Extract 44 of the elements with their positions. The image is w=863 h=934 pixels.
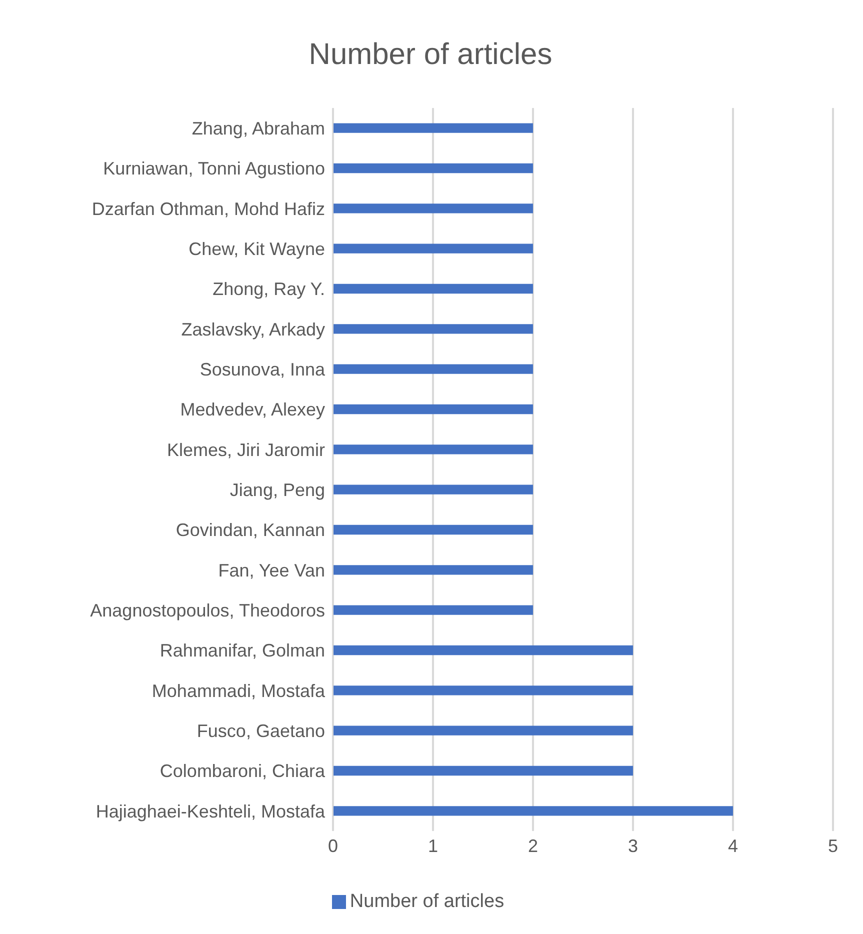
x-tick-label: 5	[828, 836, 838, 856]
bar	[333, 244, 533, 254]
y-tick-label: Anagnostopoulos, Theodoros	[90, 600, 325, 620]
y-tick-label: Zhang, Abraham	[192, 118, 325, 138]
bar	[333, 284, 533, 294]
x-tick-label: 0	[328, 836, 338, 856]
bar	[333, 364, 533, 374]
bar	[333, 806, 733, 816]
bar	[333, 324, 533, 334]
bar	[333, 605, 533, 615]
y-tick-label: Hajiaghaei-Keshteli, Mostafa	[96, 801, 326, 822]
legend-label: Number of articles	[350, 891, 504, 912]
x-tick-label: 3	[628, 836, 638, 856]
y-tick-label: Rahmanifar, Golman	[160, 640, 325, 661]
bar	[333, 645, 633, 656]
y-tick-label: Fusco, Gaetano	[196, 720, 325, 741]
x-tick-label: 4	[728, 836, 738, 856]
y-tick-label: Govindan, Kannan	[176, 520, 325, 540]
y-tick-label: Sosunova, Inna	[200, 359, 326, 380]
x-tick-label: 1	[428, 836, 438, 856]
bar	[333, 524, 533, 535]
bar	[333, 484, 533, 494]
bar	[333, 163, 533, 174]
bar	[333, 686, 633, 696]
bar	[333, 766, 633, 776]
y-tick-label: Zhong, Ray Y.	[212, 279, 325, 300]
x-tick-label: 2	[528, 836, 538, 856]
y-tick-label: Fan, Yee Van	[218, 560, 325, 580]
chart-title: Number of articles	[308, 37, 554, 73]
y-tick-label: Dzarfan Othman, Mohd Hafiz	[92, 198, 325, 219]
y-tick-label: Klemes, Jiri Jaromir	[166, 440, 325, 460]
bar	[333, 204, 533, 214]
bar	[333, 123, 533, 133]
y-tick-label: Zaslavsky, Arkady	[181, 319, 325, 340]
bar	[333, 565, 533, 575]
bar	[333, 404, 533, 414]
bar	[333, 444, 533, 454]
bar	[333, 726, 633, 736]
y-tick-label: Medvedev, Alexey	[180, 400, 325, 420]
y-tick-label: Jiang, Peng	[230, 480, 325, 500]
y-tick-label: Chew, Kit Wayne	[188, 238, 325, 259]
y-tick-label: Colombaroni, Chiara	[160, 761, 326, 782]
y-tick-label: Kurniawan, Tonni Agustiono	[103, 158, 325, 179]
y-tick-label: Mohammadi, Mostafa	[152, 680, 326, 701]
